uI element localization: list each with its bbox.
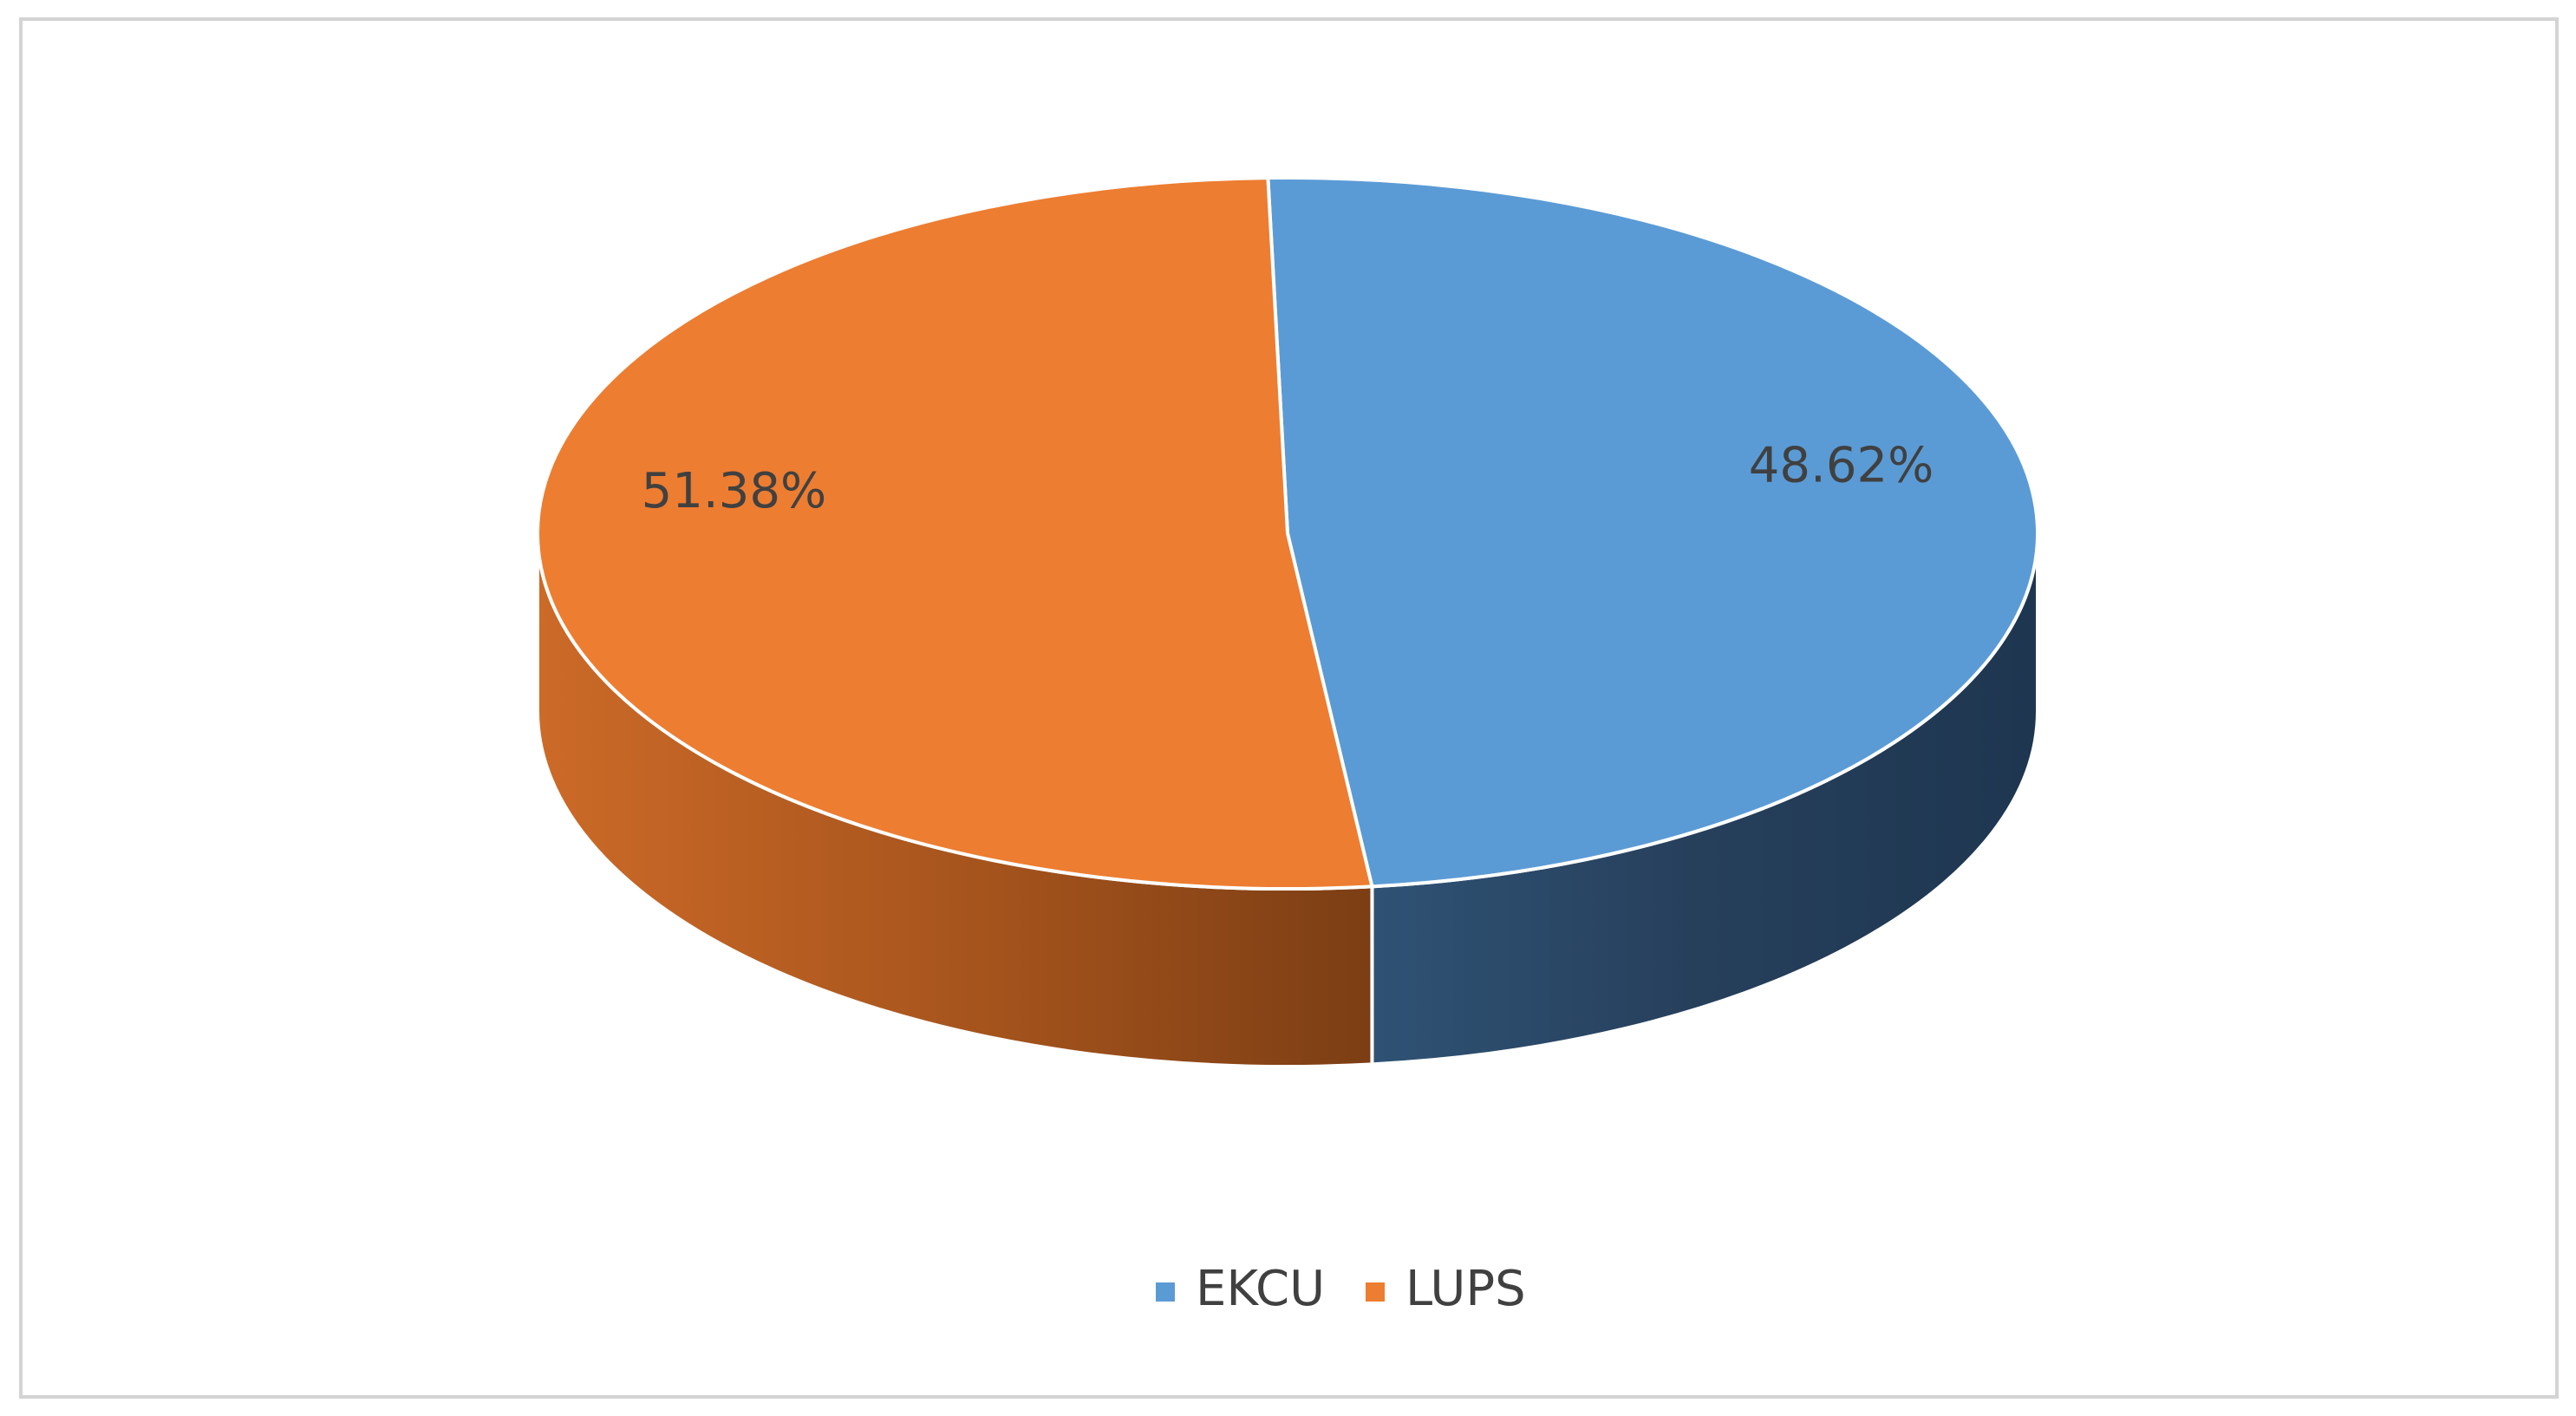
data-label-lups: 51.38%: [642, 463, 827, 519]
legend-label-lups: LUPS: [1405, 1261, 1526, 1317]
pie-slice-lups: [536, 176, 1374, 891]
pie-slice-ekcu: [1266, 176, 2039, 889]
legend-label-ekcu: EKCU: [1196, 1261, 1325, 1317]
data-labels: 48.62% 51.38%: [642, 437, 1934, 519]
data-label-ekcu: 48.62%: [1749, 437, 1934, 493]
legend-entry-lups: LUPS: [1366, 1261, 1526, 1317]
legend: EKCU LUPS: [1156, 1261, 1526, 1317]
legend-swatch-lups: [1366, 1282, 1385, 1302]
pie-tops: [536, 176, 2039, 891]
legend-swatch-ekcu: [1156, 1282, 1175, 1302]
legend-entry-ekcu: EKCU: [1156, 1261, 1325, 1317]
